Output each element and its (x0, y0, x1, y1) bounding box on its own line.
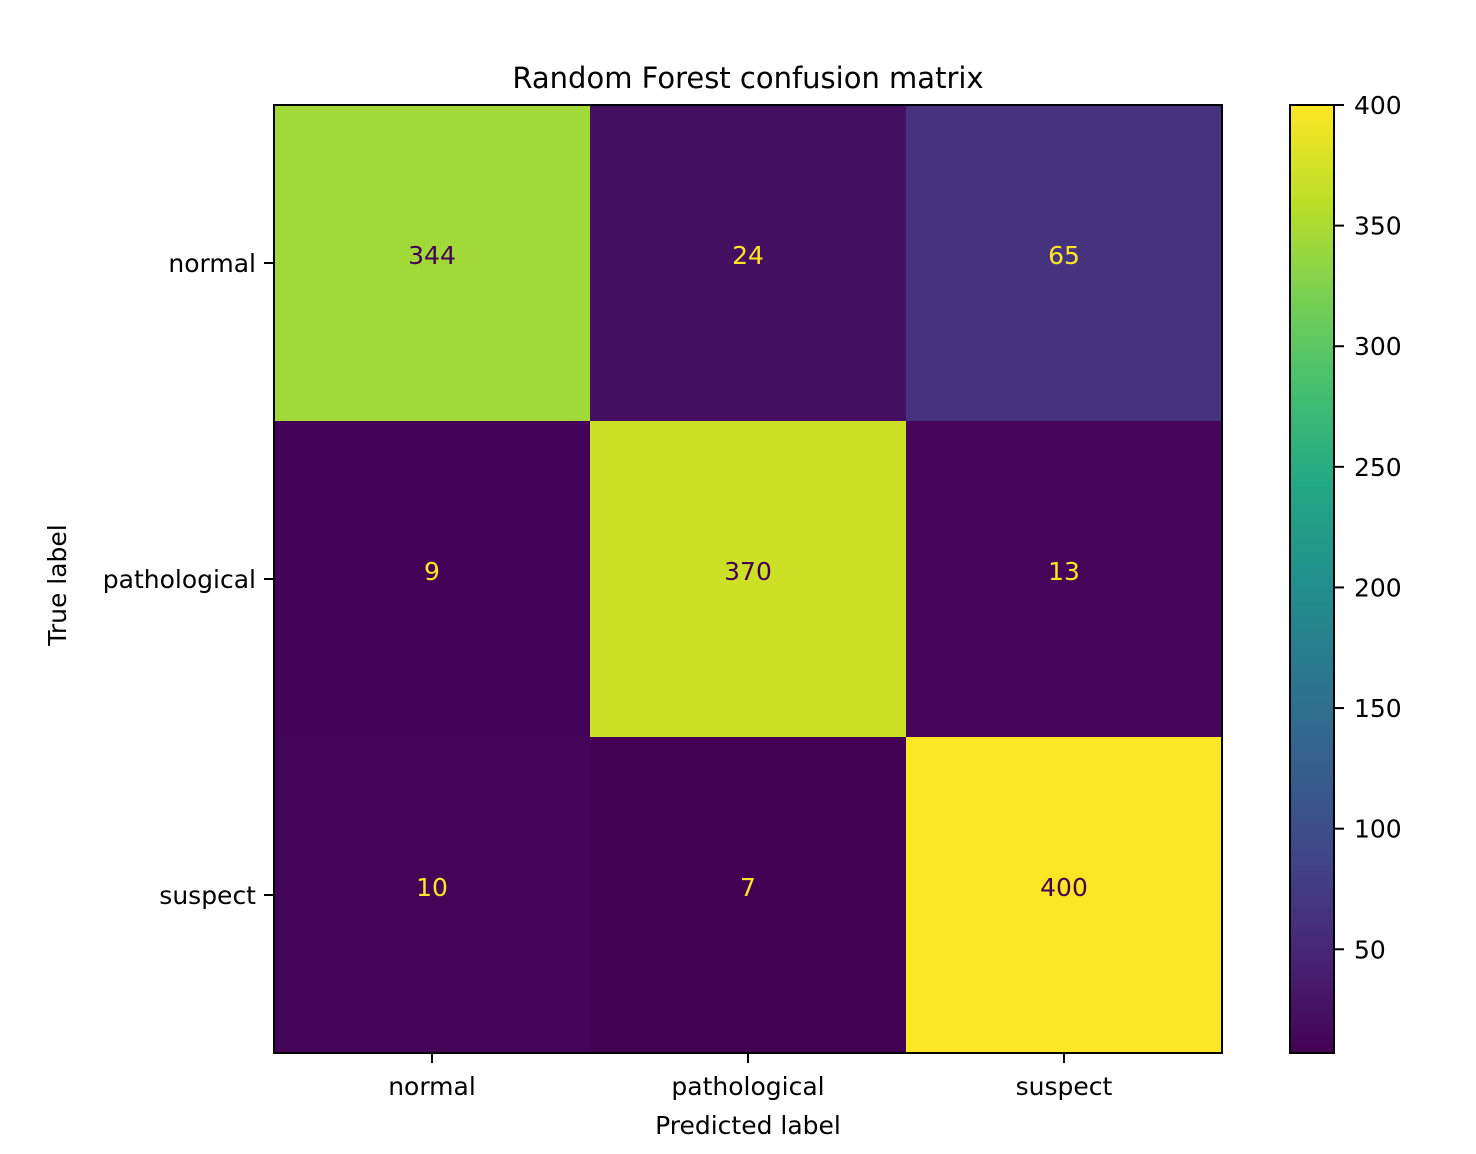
heatmap-cell (590, 421, 907, 738)
x-axis-ticks: normal pathological suspect (388, 1053, 1113, 1101)
colorbar-tick-label: 200 (1354, 573, 1402, 602)
cell-value-label: 344 (408, 241, 456, 270)
y-tick-label: suspect (159, 881, 256, 910)
colorbar-tick-label: 300 (1354, 332, 1402, 361)
y-axis-label: True label (43, 524, 72, 647)
heatmap-cell (274, 737, 591, 1054)
colorbar (1289, 104, 1335, 1054)
heatmap-cell-labels: 344 24 65 9 370 13 10 7 400 (408, 241, 1088, 902)
chart-title: Random Forest confusion matrix (512, 61, 983, 95)
colorbar-tick-label: 50 (1354, 935, 1386, 964)
cell-value-label: 9 (424, 557, 440, 586)
heatmap-cells (274, 105, 1223, 1054)
heatmap-cell (906, 421, 1223, 738)
x-tick-label: normal (388, 1072, 476, 1101)
heatmap-cell (906, 105, 1223, 422)
x-tick-label: pathological (671, 1072, 824, 1101)
heatmap-cell (906, 737, 1223, 1054)
heatmap-cell (590, 105, 907, 422)
colorbar-tick-label: 100 (1354, 815, 1402, 844)
colorbar-tick-label: 350 (1354, 212, 1402, 241)
y-tick-label: pathological (103, 565, 256, 594)
x-axis-label: Predicted label (655, 1111, 841, 1140)
cell-value-label: 10 (416, 873, 448, 902)
colorbar-tick-label: 150 (1354, 694, 1402, 723)
y-axis-ticks: normal pathological suspect (103, 249, 274, 910)
heatmap-cell (274, 421, 591, 738)
cell-value-label: 24 (732, 241, 764, 270)
heatmap-cell (274, 105, 591, 422)
colorbar-ticks: 50 100 150 200 250 300 350 400 (1334, 91, 1402, 964)
cell-value-label: 7 (740, 873, 756, 902)
cell-value-label: 65 (1048, 241, 1080, 270)
cell-value-label: 13 (1048, 557, 1080, 586)
y-tick-label: normal (168, 249, 256, 278)
x-tick-label: suspect (1016, 1072, 1113, 1101)
cell-value-label: 370 (724, 557, 772, 586)
colorbar-tick-label: 400 (1354, 91, 1402, 120)
colorbar-tick-label: 250 (1354, 453, 1402, 482)
cell-value-label: 400 (1040, 873, 1088, 902)
heatmap-cell (590, 737, 907, 1054)
